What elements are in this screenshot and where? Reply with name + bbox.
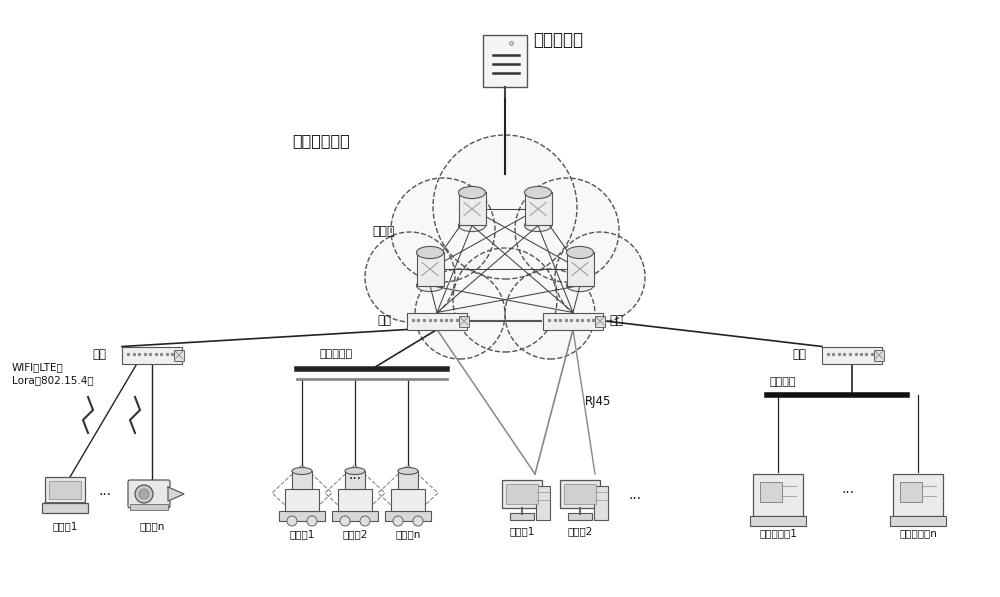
Text: ...: ... xyxy=(348,468,362,482)
FancyBboxPatch shape xyxy=(822,346,882,364)
Text: 子系统1: 子系统1 xyxy=(52,521,78,531)
Circle shape xyxy=(453,248,557,352)
Ellipse shape xyxy=(398,467,418,475)
Ellipse shape xyxy=(458,186,486,199)
Ellipse shape xyxy=(416,279,444,291)
Circle shape xyxy=(135,485,153,503)
Circle shape xyxy=(505,269,595,359)
Text: ...: ... xyxy=(98,484,112,498)
Circle shape xyxy=(413,516,423,526)
Ellipse shape xyxy=(566,247,594,259)
Text: 子系统1: 子系统1 xyxy=(509,526,535,536)
Text: 有线子系统n: 有线子系统n xyxy=(899,528,937,538)
Circle shape xyxy=(555,232,645,322)
Text: 时间敏感网络: 时间敏感网络 xyxy=(292,133,350,148)
FancyBboxPatch shape xyxy=(543,312,603,330)
Text: WIFI、LTE、
Lora、802.15.4等: WIFI、LTE、 Lora、802.15.4等 xyxy=(12,362,94,385)
FancyBboxPatch shape xyxy=(279,511,325,521)
FancyBboxPatch shape xyxy=(398,471,418,489)
Text: 双线以太网: 双线以太网 xyxy=(320,349,353,359)
FancyBboxPatch shape xyxy=(42,503,88,513)
Circle shape xyxy=(393,516,403,526)
FancyBboxPatch shape xyxy=(338,489,372,511)
Ellipse shape xyxy=(458,220,486,232)
Circle shape xyxy=(139,489,149,499)
FancyBboxPatch shape xyxy=(332,511,378,521)
Ellipse shape xyxy=(292,467,312,475)
FancyBboxPatch shape xyxy=(122,346,182,364)
FancyBboxPatch shape xyxy=(483,35,527,87)
FancyBboxPatch shape xyxy=(128,480,170,508)
Circle shape xyxy=(415,269,505,359)
Text: 网关: 网关 xyxy=(792,347,806,361)
Circle shape xyxy=(360,516,370,526)
Circle shape xyxy=(433,135,577,279)
FancyBboxPatch shape xyxy=(49,481,81,499)
Text: 中心控制器: 中心控制器 xyxy=(533,31,583,49)
FancyBboxPatch shape xyxy=(564,484,596,504)
FancyBboxPatch shape xyxy=(524,192,552,226)
FancyBboxPatch shape xyxy=(174,349,184,361)
Text: 有线子系统1: 有线子系统1 xyxy=(759,528,797,538)
FancyBboxPatch shape xyxy=(385,511,431,521)
Circle shape xyxy=(391,178,495,282)
FancyBboxPatch shape xyxy=(568,513,592,520)
Text: 现场总线: 现场总线 xyxy=(770,377,796,387)
Text: 子系统2: 子系统2 xyxy=(342,529,368,539)
FancyBboxPatch shape xyxy=(285,489,319,511)
FancyBboxPatch shape xyxy=(502,480,542,508)
FancyBboxPatch shape xyxy=(750,516,806,526)
Ellipse shape xyxy=(524,186,552,199)
FancyBboxPatch shape xyxy=(566,253,594,285)
Ellipse shape xyxy=(566,279,594,291)
Circle shape xyxy=(365,232,455,322)
Text: 子系统1: 子系统1 xyxy=(289,529,315,539)
FancyBboxPatch shape xyxy=(345,471,365,489)
Text: 子系统n: 子系统n xyxy=(395,529,421,539)
FancyBboxPatch shape xyxy=(594,486,608,520)
Text: RJ45: RJ45 xyxy=(585,395,611,408)
FancyBboxPatch shape xyxy=(890,516,946,526)
FancyBboxPatch shape xyxy=(753,474,803,516)
Circle shape xyxy=(307,516,317,526)
FancyBboxPatch shape xyxy=(292,471,312,489)
Text: 网关: 网关 xyxy=(609,313,623,327)
Text: ...: ... xyxy=(841,482,855,496)
Text: 网关: 网关 xyxy=(377,313,391,327)
Ellipse shape xyxy=(345,467,365,475)
FancyBboxPatch shape xyxy=(459,315,469,327)
FancyBboxPatch shape xyxy=(900,482,922,502)
Circle shape xyxy=(340,516,350,526)
FancyBboxPatch shape xyxy=(760,482,782,502)
FancyBboxPatch shape xyxy=(874,349,884,361)
Text: 交换机: 交换机 xyxy=(372,225,394,238)
Text: ...: ... xyxy=(628,488,642,502)
FancyBboxPatch shape xyxy=(536,486,550,520)
Polygon shape xyxy=(168,487,184,501)
FancyBboxPatch shape xyxy=(560,480,600,508)
FancyBboxPatch shape xyxy=(510,513,534,520)
Circle shape xyxy=(515,178,619,282)
Text: 子系统n: 子系统n xyxy=(139,521,165,531)
Text: 网关: 网关 xyxy=(92,347,106,361)
FancyBboxPatch shape xyxy=(416,253,444,285)
FancyBboxPatch shape xyxy=(506,484,538,504)
FancyBboxPatch shape xyxy=(458,192,486,226)
Text: 子系统2: 子系统2 xyxy=(567,526,593,536)
FancyBboxPatch shape xyxy=(391,489,425,511)
Ellipse shape xyxy=(524,220,552,232)
FancyBboxPatch shape xyxy=(45,477,85,503)
Circle shape xyxy=(287,516,297,526)
FancyBboxPatch shape xyxy=(893,474,943,516)
FancyBboxPatch shape xyxy=(595,315,605,327)
FancyBboxPatch shape xyxy=(130,504,168,510)
FancyBboxPatch shape xyxy=(407,312,467,330)
Ellipse shape xyxy=(416,247,444,259)
